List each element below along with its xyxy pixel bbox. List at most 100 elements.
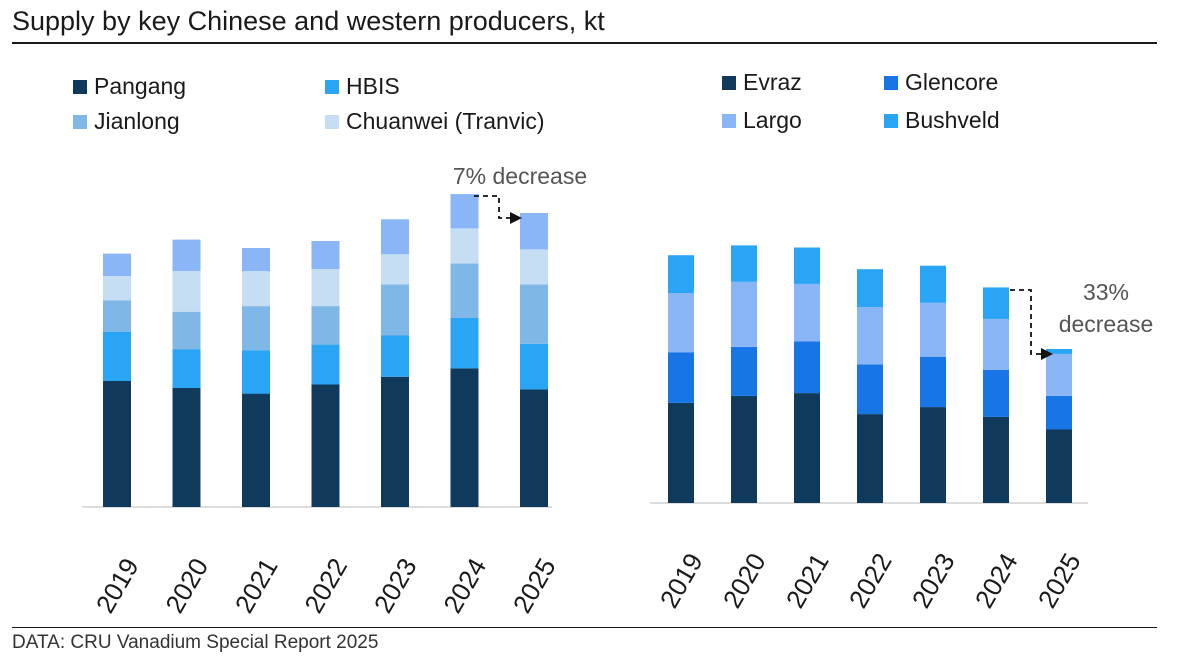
bar-segment-chuanwei-tranvic-2024 [450,228,479,264]
legend-item-jianlong: Jianlong [73,108,180,135]
bar-segment-other-2023 [381,219,409,255]
bar-segment-bushveld-2024 [983,287,1009,319]
x-tick-label-2023: 2023 [906,548,961,613]
x-tick-label-2019: 2019 [90,553,145,618]
legend-item-chuanwei: Chuanwei (Tranvic) [325,108,545,135]
bar-segment-largo-2025 [1046,353,1072,396]
bar-segment-other-2025 [520,213,548,250]
bar-segment-jianlong-2024 [450,263,479,318]
legend-label: Jianlong [94,108,180,134]
bar-segment-glencore-2021 [794,341,820,394]
x-tick-label-2024: 2024 [969,548,1024,613]
x-tick-label-2025: 2025 [1032,548,1087,613]
bar-segment-bushveld-2021 [794,247,820,284]
bar-segment-jianlong-2021 [242,306,270,351]
chart-title: Supply by key Chinese and western produc… [12,6,605,36]
decrease-arrow-left [474,195,522,224]
x-tick-label-2025: 2025 [507,553,562,618]
bar-segment-hbis-2021 [242,350,270,394]
bar-segment-largo-2023 [920,302,946,357]
bar-segment-pangang-2025 [520,389,548,507]
legend-swatch [325,79,339,94]
bar-segment-pangang-2021 [242,393,270,507]
legend-swatch [884,113,898,128]
legend-label: Glencore [905,69,999,95]
bar-segment-evraz-2023 [920,407,946,503]
legend-item-pangang: Pangang [73,73,186,100]
bar-segment-bushveld-2025 [1046,349,1072,354]
bar-segment-bushveld-2022 [857,269,883,307]
x-tick-label-2020: 2020 [717,548,772,613]
legend-swatch [722,113,736,128]
x-tick-label-2019: 2019 [654,548,709,613]
bar-segment-hbis-2022 [311,344,340,385]
bar-segment-largo-2024 [983,318,1009,370]
legend-item-hbis: HBIS [325,73,400,100]
annotation-left: 7% decrease [452,163,588,189]
x-tick-label-2021: 2021 [229,553,284,618]
bar-segment-glencore-2023 [920,356,946,408]
bar-segment-jianlong-2019 [103,300,131,332]
legend-item-glencore: Glencore [884,69,998,96]
bar-segment-hbis-2023 [381,335,409,377]
bar-segment-evraz-2021 [794,393,820,503]
bar-segment-pangang-2022 [311,384,340,507]
bar-segment-largo-2022 [857,307,883,365]
bar-segment-evraz-2019 [668,402,694,503]
right-chart: 2019 2020 2021 2022 2023 2024 2025 [650,245,1088,613]
legend-label: Largo [743,107,802,133]
legend-item-bushveld: Bushveld [884,107,1000,134]
bar-segment-evraz-2022 [857,414,883,503]
bar-segment-glencore-2024 [983,370,1009,417]
bar-segment-other-2020 [172,239,201,272]
bar-segment-other-2024 [450,194,479,229]
bar-segment-glencore-2025 [1046,395,1072,430]
legend-swatch [722,75,736,90]
bar-segment-largo-2019 [668,293,694,353]
bar-segment-chuanwei-tranvic-2019 [103,276,131,301]
bar-segment-chuanwei-tranvic-2023 [381,254,409,285]
bar-segment-chuanwei-tranvic-2021 [242,271,270,307]
bar-segment-chuanwei-tranvic-2020 [172,271,201,312]
bar-segment-hbis-2019 [103,332,131,381]
bar-segment-jianlong-2025 [520,284,548,344]
bar-segment-evraz-2025 [1046,429,1072,503]
bar-segment-bushveld-2020 [731,245,757,282]
title-underline [12,42,1157,44]
bar-segment-pangang-2019 [103,381,131,507]
bar-segment-bushveld-2019 [668,255,694,293]
legend-label: HBIS [346,73,400,99]
x-tick-label-2024: 2024 [437,553,492,618]
bar-segment-pangang-2023 [381,376,409,507]
bar-segment-other-2022 [311,241,340,269]
bar-segment-pangang-2020 [172,388,201,507]
bar-segment-hbis-2024 [450,318,479,369]
x-tick-label-2022: 2022 [843,548,898,613]
x-tick-label-2020: 2020 [159,553,214,618]
bar-segment-glencore-2019 [668,352,694,403]
legend-item-largo: Largo [722,107,802,134]
bar-segment-largo-2020 [731,281,757,347]
bar-segment-bushveld-2023 [920,265,946,303]
legend-label: Chuanwei (Tranvic) [346,108,545,134]
x-tick-label-2023: 2023 [368,553,423,618]
left-chart: 2019 2020 2021 2022 2023 2024 2025 [82,194,562,618]
bar-segment-chuanwei-tranvic-2025 [520,249,548,285]
source-note: DATA: CRU Vanadium Special Report 2025 [12,632,379,653]
bar-segment-glencore-2022 [857,364,883,415]
bar-segment-pangang-2024 [450,368,479,507]
legend-item-evraz: Evraz [722,69,802,96]
bar-segment-jianlong-2022 [311,306,340,345]
legend-swatch [325,114,339,129]
bar-segment-chuanwei-tranvic-2022 [311,269,340,307]
legend-swatch [884,75,898,90]
decrease-arrow-right [1010,289,1053,360]
legend-label: Bushveld [905,107,1000,133]
bar-segment-other-2019 [103,253,131,276]
bar-segment-hbis-2025 [520,343,548,390]
bar-segment-jianlong-2023 [381,284,409,336]
bar-segment-glencore-2020 [731,346,757,396]
x-tick-label-2021: 2021 [780,548,835,613]
legend-label: Pangang [94,73,187,99]
